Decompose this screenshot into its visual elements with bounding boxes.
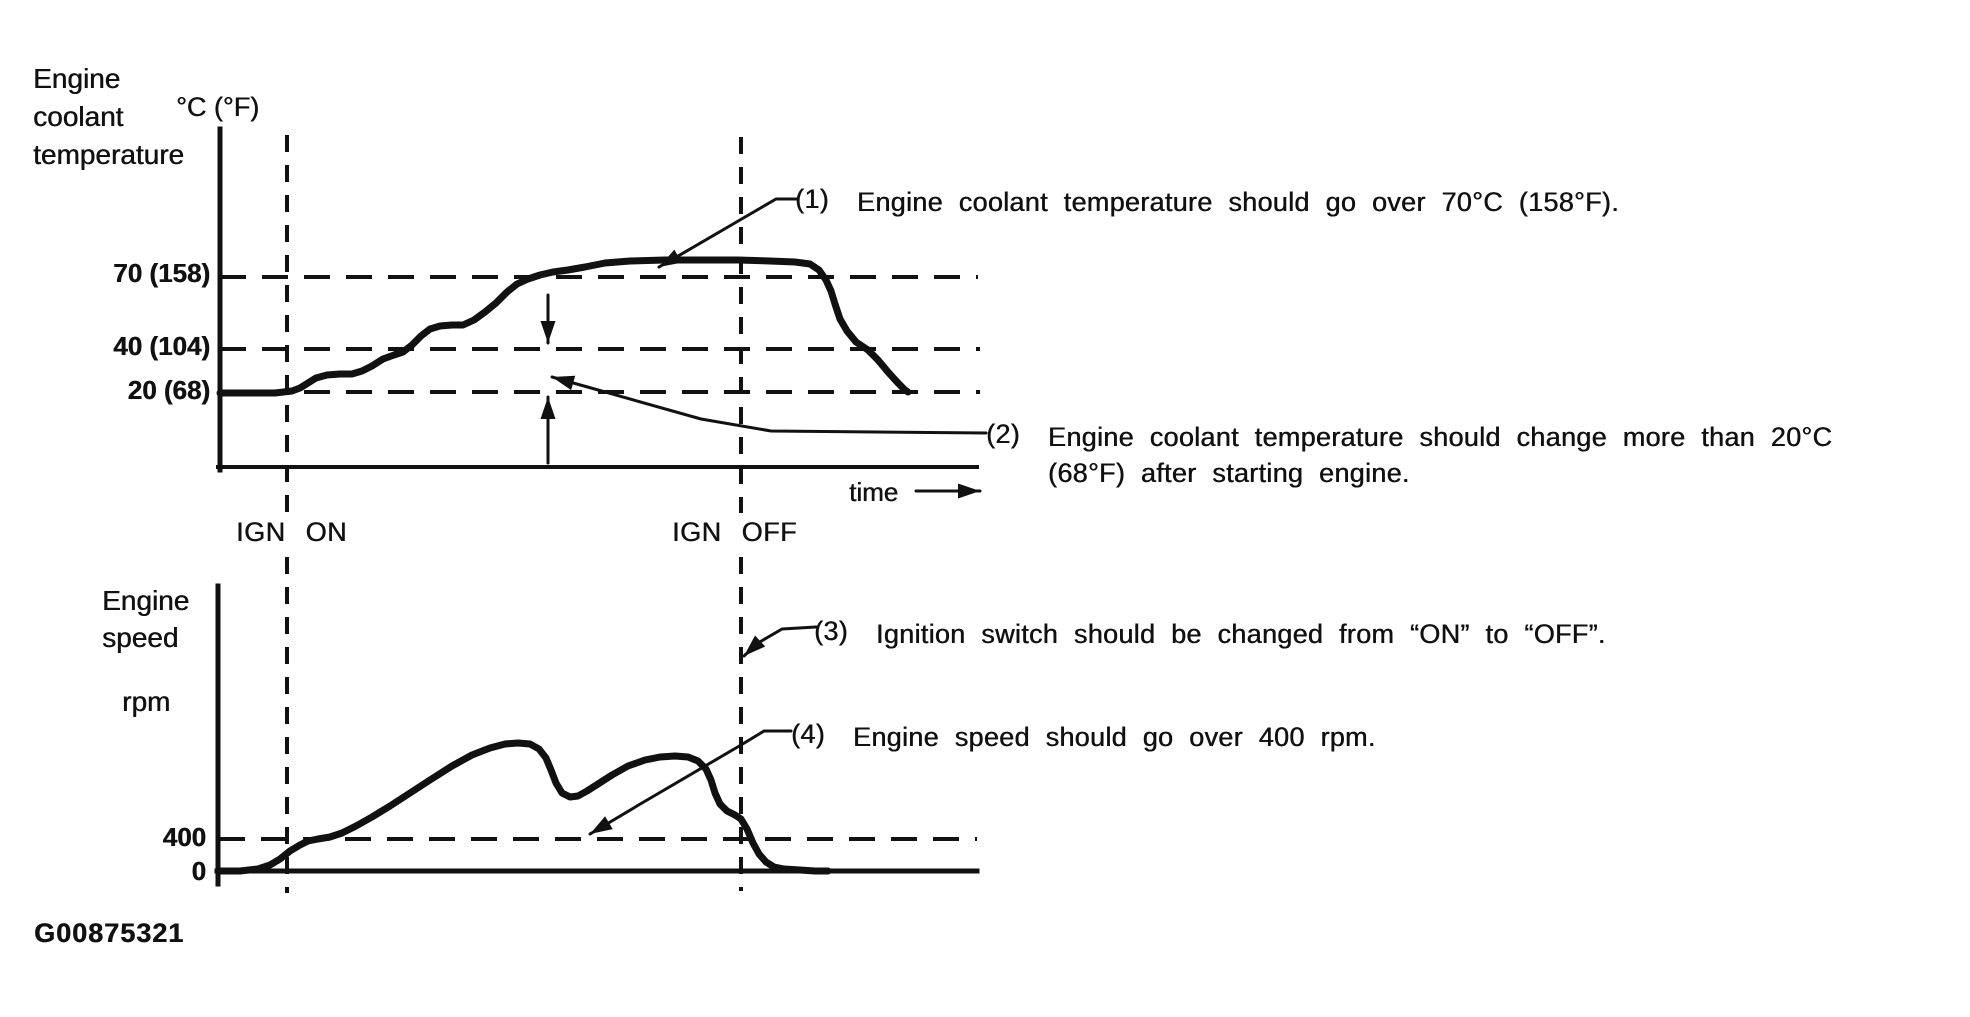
annotation-4-text: Engine speed should go over 400 rpm. xyxy=(852,722,1376,752)
annotation-1-marker: (1) xyxy=(795,184,829,214)
rpm-unit-label: rpm xyxy=(122,686,171,717)
coolant-unit-label: °C (°F) xyxy=(176,92,260,122)
annotation-4: (4) Engine speed should go over 400 rpm. xyxy=(791,719,1376,755)
annotation-1-text: Engine coolant temperature should go ove… xyxy=(856,187,1619,217)
annotation-3: (3) Ignition switch should be changed fr… xyxy=(814,616,1606,652)
annotation-3-marker: (3) xyxy=(814,616,848,646)
tick-40-104: 40 (104) xyxy=(113,331,210,361)
delta-down-arrow-arrowhead xyxy=(540,321,556,343)
figure-id: G00875321 xyxy=(34,918,185,948)
annotation-4-marker: (4) xyxy=(791,719,825,749)
time-axis-arrow-arrowhead xyxy=(958,483,980,499)
leader-4 xyxy=(588,729,793,836)
annotation-2-marker: (2) xyxy=(986,419,1020,449)
leader-3-arrowhead xyxy=(744,635,766,656)
annotation-3-text: Ignition switch should be changed from “… xyxy=(875,619,1606,649)
time-axis-label: time xyxy=(849,477,899,507)
tick-20-68: 20 (68) xyxy=(127,375,210,405)
coolant-axis-label: Engine coolant temperature xyxy=(33,63,184,170)
annotation-1: (1) Engine coolant temperature should go… xyxy=(795,184,1619,220)
coolant-curve xyxy=(216,256,912,397)
tick-70-158: 70 (158) xyxy=(113,258,210,288)
tick-0: 0 xyxy=(191,856,206,886)
annotation-2: (2) Engine coolant temperature should ch… xyxy=(986,419,1832,491)
tick-400: 400 xyxy=(162,822,206,852)
ign-off-label: IGN OFF xyxy=(672,517,797,547)
speed-axis-label: Engine speed xyxy=(102,585,190,653)
leader-1-arrowhead xyxy=(659,249,682,267)
annotation-2-text: Engine coolant temperature should change… xyxy=(1047,422,1833,488)
ign-on-label: IGN ON xyxy=(236,517,348,547)
leader-4-arrowhead xyxy=(590,816,613,834)
delta-up-arrow-arrowhead xyxy=(540,397,556,419)
leader-2-arrowhead xyxy=(552,375,576,391)
speed-curve xyxy=(215,739,832,875)
leader-2 xyxy=(550,375,988,435)
